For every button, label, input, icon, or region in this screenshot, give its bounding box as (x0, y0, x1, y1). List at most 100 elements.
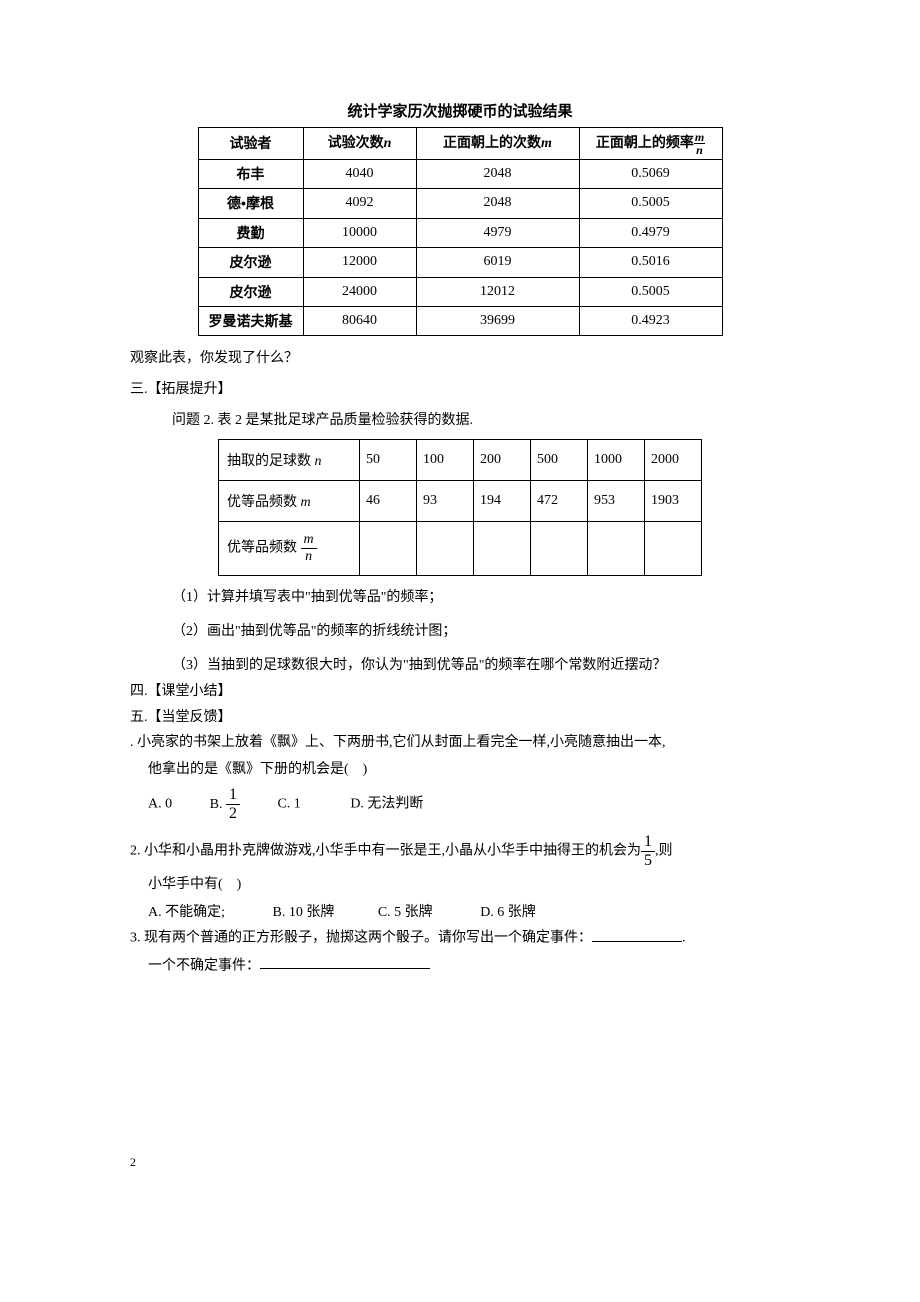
frac-fifth-icon: 15 (641, 833, 655, 870)
cell (645, 521, 702, 575)
cell: 500 (531, 439, 588, 480)
table-row: 优等品频数 m 46 93 194 472 953 1903 (219, 480, 702, 521)
table1-title: 统计学家历次抛掷硬币的试验结果 (130, 100, 790, 121)
cell: 德•摩根 (198, 189, 303, 218)
football-quality-table: 抽取的足球数 n 50 100 200 500 1000 2000 优等品频数 … (218, 439, 702, 576)
cell: 100 (417, 439, 474, 480)
cell: 皮尔逊 (198, 277, 303, 306)
option-b: B. 10 张牌 (273, 905, 335, 920)
question-2-3: （3）当抽到的足球数很大时，你认为"抽到优等品"的频率在哪个常数附近摆动？ (172, 654, 790, 674)
cell: 10000 (303, 218, 416, 247)
cell: 93 (417, 480, 474, 521)
cell: 50 (360, 439, 417, 480)
question-2-1: （1）计算并填写表中"抽到优等品"的频率； (172, 586, 790, 606)
cell (531, 521, 588, 575)
table-row: 德•摩根409220480.5005 (198, 189, 722, 218)
var-n: n (315, 454, 322, 469)
feedback-q2-options: A. 不能确定; B. 10 张牌 C. 5 张牌 D. 6 张牌 (148, 901, 790, 921)
cell: 布丰 (198, 160, 303, 189)
row-label: 优等品频数 mn (219, 521, 360, 575)
cell: 0.5005 (579, 189, 722, 218)
label-text: 优等品频数 (227, 495, 297, 510)
th-experimenter: 试验者 (198, 128, 303, 160)
cell: 罗曼诺夫斯基 (198, 306, 303, 335)
cell: 200 (474, 439, 531, 480)
blank-input[interactable] (592, 925, 682, 941)
label-text: 优等品频数 (227, 540, 297, 555)
cell: 80640 (303, 306, 416, 335)
frac-den: n (694, 144, 705, 156)
problem2-intro: 问题 2. 表 2 是某批足球产品质量检验获得的数据. (130, 408, 790, 433)
table-row: 布丰404020480.5069 (198, 160, 722, 189)
period: . (682, 931, 686, 946)
cell: 12000 (303, 248, 416, 277)
table1-header-row: 试验者 试验次数n 正面朝上的次数m 正面朝上的频率mn (198, 128, 722, 160)
cell (417, 521, 474, 575)
frac-den: 5 (641, 852, 655, 870)
feedback-q3-text2: 一个不确定事件： (148, 958, 260, 973)
cell (474, 521, 531, 575)
blank-input[interactable] (260, 953, 430, 969)
table-row: 费勤1000049790.4979 (198, 218, 722, 247)
option-d: D. 无法判断 (350, 797, 423, 812)
page-number: 2 (130, 1155, 136, 1170)
cell: 953 (588, 480, 645, 521)
cell: 472 (531, 480, 588, 521)
table-row: 抽取的足球数 n 50 100 200 500 1000 2000 (219, 439, 702, 480)
th-trials: 试验次数n (303, 128, 416, 160)
feedback-q1-line2: 他拿出的是《飘》下册的机会是( ) (148, 757, 790, 782)
cell: 46 (360, 480, 417, 521)
cell: 1000 (588, 439, 645, 480)
table-row: 皮尔逊24000120120.5005 (198, 277, 722, 306)
cell: 1903 (645, 480, 702, 521)
cell: 4092 (303, 189, 416, 218)
option-a: A. 0 (148, 797, 172, 812)
cell: 0.5069 (579, 160, 722, 189)
frac-half-icon: 12 (226, 786, 240, 823)
cell: 2048 (416, 189, 579, 218)
frac-den: n (301, 549, 317, 565)
feedback-q3-line2: 一个不确定事件： (148, 953, 790, 979)
cell: 194 (474, 480, 531, 521)
th-freq-label: 正面朝上的频率 (596, 134, 694, 150)
var-m: m (541, 136, 552, 151)
table-row: 罗曼诺夫斯基80640396990.4923 (198, 306, 722, 335)
cell: 2000 (645, 439, 702, 480)
section-3-heading: 三.【拓展提升】 (130, 378, 790, 398)
coin-experiment-table: 试验者 试验次数n 正面朝上的次数m 正面朝上的频率mn 布丰404020480… (198, 127, 723, 336)
row-label: 抽取的足球数 n (219, 439, 360, 480)
frac-num: m (301, 532, 317, 549)
feedback-q1-options: A. 0 B. 12 C. 1 D. 无法判断 (148, 786, 790, 823)
feedback-q3-text: 3. 现有两个普通的正方形骰子，抛掷这两个骰子。请你写出一个确定事件： (130, 931, 592, 946)
var-n: n (384, 136, 392, 151)
frac-den: 2 (226, 805, 240, 823)
table-row: 优等品频数 mn (219, 521, 702, 575)
frac-mn-icon: mn (694, 131, 705, 156)
feedback-q3-line1: 3. 现有两个普通的正方形骰子，抛掷这两个骰子。请你写出一个确定事件：. (130, 925, 790, 951)
cell: 费勤 (198, 218, 303, 247)
th-trials-label: 试验次数 (328, 134, 384, 150)
cell: 皮尔逊 (198, 248, 303, 277)
var-m: m (301, 495, 311, 510)
cell: 4979 (416, 218, 579, 247)
row-label: 优等品频数 m (219, 480, 360, 521)
option-b-prefix: B. (210, 797, 223, 812)
cell: 0.5016 (579, 248, 722, 277)
feedback-q2-line2: 小华手中有( ) (148, 872, 790, 897)
frac-num: 1 (641, 833, 655, 852)
feedback-q1-line1: . 小亮家的书架上放着《飘》上、下两册书,它们从封面上看完全一样,小亮随意抽出一… (130, 730, 790, 755)
th-heads: 正面朝上的次数m (416, 128, 579, 160)
option-b: B. 12 (210, 797, 240, 812)
option-d: D. 6 张牌 (480, 905, 536, 920)
cell: 0.4923 (579, 306, 722, 335)
question-2-2: （2）画出"抽到优等品"的频率的折线统计图； (172, 620, 790, 640)
table-row: 皮尔逊1200060190.5016 (198, 248, 722, 277)
observe-text: 观察此表，你发现了什么？ (130, 346, 790, 371)
option-c: C. 1 (277, 797, 300, 812)
option-a: A. 不能确定; (148, 905, 225, 920)
cell: 0.4979 (579, 218, 722, 247)
cell (360, 521, 417, 575)
cell (588, 521, 645, 575)
section-4-heading: 四.【课堂小结】 (130, 680, 790, 700)
label-text: 抽取的足球数 (227, 454, 311, 469)
